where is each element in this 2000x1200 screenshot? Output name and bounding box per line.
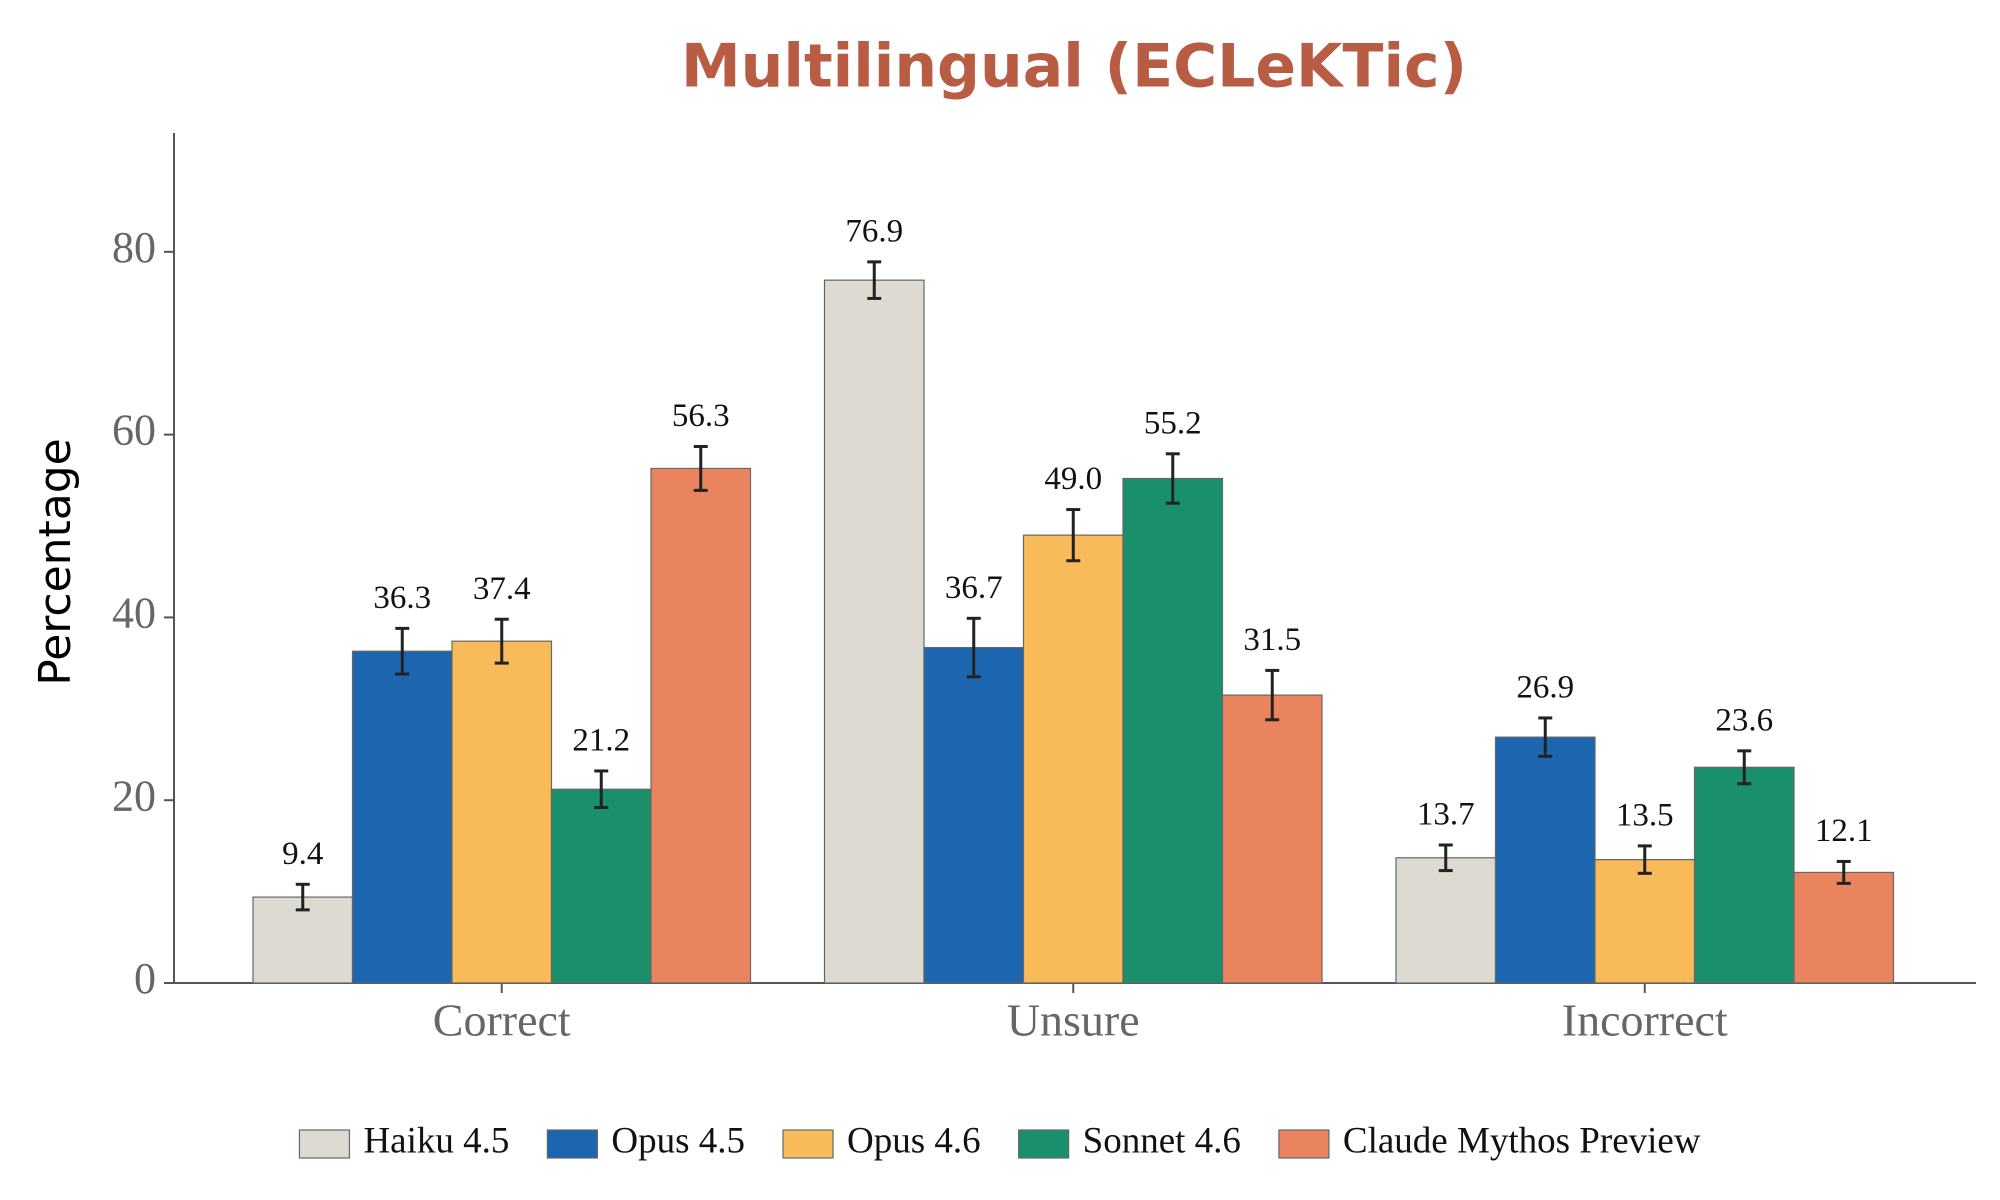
value-label: 21.2 <box>572 723 630 759</box>
error-bar <box>966 616 981 679</box>
value-label: 9.4 <box>282 836 323 872</box>
error-bar <box>867 260 882 300</box>
y-tick-label: 40 <box>112 589 156 638</box>
x-tick-label: Correct <box>433 995 571 1046</box>
error-bar <box>594 769 609 810</box>
legend-swatch <box>1018 1129 1070 1159</box>
bar <box>823 279 925 984</box>
error-bar <box>1737 749 1752 786</box>
legend-label: Opus 4.6 <box>847 1120 981 1161</box>
y-tick-label: 60 <box>112 406 156 455</box>
legend-label: Opus 4.5 <box>611 1120 745 1161</box>
legend-swatch <box>546 1129 598 1159</box>
bar <box>1122 477 1224 984</box>
value-label: 37.4 <box>473 571 531 607</box>
x-tick-label: Incorrect <box>1562 995 1728 1046</box>
value-label: 12.1 <box>1815 813 1873 849</box>
value-label: 76.9 <box>845 213 903 249</box>
bar <box>1221 694 1323 984</box>
error-bar <box>693 444 708 492</box>
bar <box>923 646 1025 984</box>
value-label: 26.9 <box>1516 670 1574 706</box>
bar <box>451 640 553 984</box>
bar <box>1793 871 1895 984</box>
error-bar <box>1265 668 1280 722</box>
bar <box>1022 534 1124 984</box>
x-tick-label: Unsure <box>1007 995 1140 1046</box>
y-tick-label: 0 <box>134 954 156 1003</box>
value-label: 36.3 <box>373 580 431 616</box>
y-axis-label: Percentage <box>30 438 81 686</box>
legend-label: Haiku 4.5 <box>363 1120 509 1161</box>
value-label: 13.7 <box>1417 797 1475 833</box>
value-label: 55.2 <box>1144 405 1202 441</box>
error-bar <box>295 882 310 912</box>
y-tick-label: 20 <box>112 771 156 820</box>
value-label: 56.3 <box>672 398 730 434</box>
value-label: 13.5 <box>1616 797 1674 833</box>
error-bar <box>1538 716 1553 758</box>
value-label: 49.0 <box>1044 461 1102 497</box>
bar <box>1395 857 1497 984</box>
legend-swatch <box>298 1129 351 1159</box>
legend-label: Claude Mythos Preview <box>1343 1120 1701 1161</box>
bar <box>650 467 752 984</box>
error-bar <box>1637 844 1652 875</box>
legend-swatch <box>782 1129 834 1159</box>
bar <box>550 788 652 984</box>
error-bar <box>1066 508 1081 563</box>
bar <box>1494 736 1596 984</box>
bar <box>351 650 453 984</box>
error-bar <box>494 617 509 665</box>
error-bar <box>1836 859 1851 885</box>
value-label: 31.5 <box>1243 622 1301 658</box>
error-bar <box>395 626 410 676</box>
bar <box>1594 859 1696 984</box>
chart-title: Multilingual (ECLeKTic) <box>681 32 1467 102</box>
legend-swatch <box>1278 1129 1330 1159</box>
y-tick-label: 80 <box>112 223 156 272</box>
value-label: 23.6 <box>1715 702 1773 738</box>
error-bar <box>1165 452 1180 505</box>
error-bar <box>1438 843 1453 873</box>
value-label: 36.7 <box>945 570 1003 606</box>
legend-label: Sonnet 4.6 <box>1083 1120 1241 1161</box>
bar <box>1693 766 1795 984</box>
